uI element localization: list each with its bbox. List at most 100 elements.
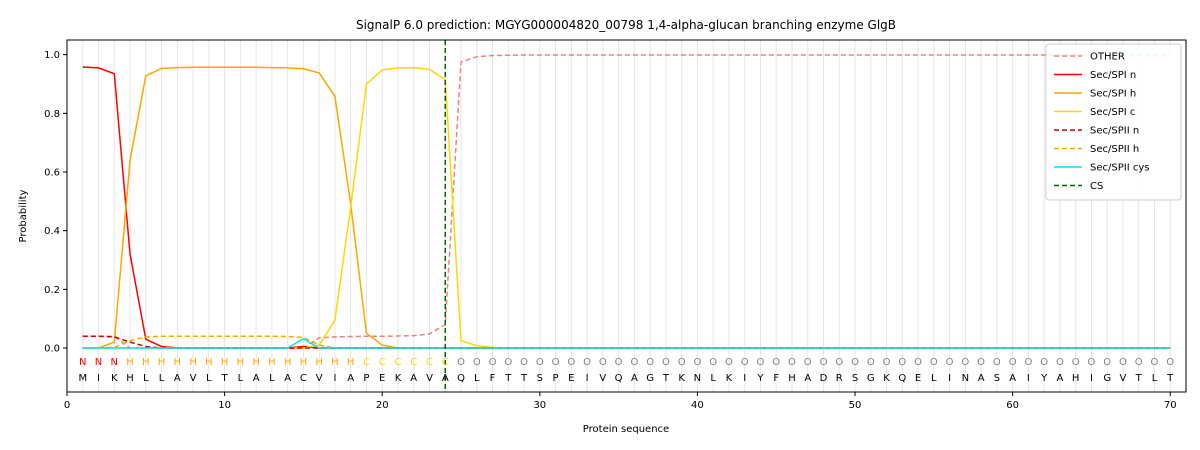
residue-label: A	[410, 373, 417, 384]
region-label: O	[457, 357, 465, 368]
residue-label: I	[97, 373, 100, 384]
region-label: C	[426, 357, 433, 368]
residue-label: L	[931, 373, 937, 384]
residue-label: L	[159, 373, 165, 384]
region-label: O	[851, 357, 859, 368]
region-label: N	[95, 357, 102, 368]
region-label: O	[1009, 357, 1017, 368]
region-label: O	[961, 357, 969, 368]
residue-label: A	[284, 373, 291, 384]
region-label: O	[757, 357, 765, 368]
legend-label: Sec/SPI c	[1090, 107, 1135, 118]
region-label: O	[599, 357, 607, 368]
region-label: H	[237, 357, 245, 368]
region-label: O	[693, 357, 701, 368]
residue-label: H	[1072, 373, 1080, 384]
residue-label: L	[206, 373, 212, 384]
residue-label: V	[316, 373, 323, 384]
residue-label: R	[836, 373, 843, 384]
region-label: O	[835, 357, 843, 368]
region-label: N	[79, 357, 86, 368]
residue-label: L	[1152, 373, 1158, 384]
region-label: N	[111, 357, 118, 368]
region-label: O	[883, 357, 891, 368]
x-tick-label: 30	[533, 400, 546, 411]
region-label: O	[1151, 357, 1159, 368]
residue-label: Y	[756, 373, 764, 384]
residue-label: V	[599, 373, 606, 384]
residue-label: S	[994, 373, 1000, 384]
residue-label: A	[804, 373, 811, 384]
residue-label: D	[820, 373, 828, 384]
legend-label: OTHER	[1090, 52, 1125, 63]
region-label: O	[914, 357, 922, 368]
region-label: O	[678, 357, 686, 368]
region-label: O	[898, 357, 906, 368]
legend-label: Sec/SPI h	[1090, 89, 1136, 100]
x-axis-label: Protein sequence	[583, 424, 669, 435]
residue-label: F	[773, 373, 779, 384]
residue-label: Q	[457, 373, 465, 384]
residue-label: V	[190, 373, 197, 384]
residue-label: Y	[1040, 373, 1048, 384]
residue-label: E	[379, 373, 385, 384]
residue-label: G	[1103, 373, 1111, 384]
legend-label: CS	[1090, 181, 1103, 192]
region-label: H	[252, 357, 260, 368]
region-label: C	[379, 357, 386, 368]
region-label: H	[205, 357, 213, 368]
x-tick-label: 50	[849, 400, 862, 411]
residue-label: I	[948, 373, 951, 384]
region-label: O	[1135, 357, 1143, 368]
residue-label: A	[253, 373, 260, 384]
x-tick-label: 70	[1164, 400, 1177, 411]
residue-label: I	[333, 373, 336, 384]
region-label: C	[363, 357, 370, 368]
region-label: H	[189, 357, 197, 368]
region-label: O	[662, 357, 670, 368]
residue-label: E	[915, 373, 921, 384]
region-label: H	[315, 357, 323, 368]
region-label: O	[552, 357, 560, 368]
residue-label: G	[646, 373, 654, 384]
y-tick-label: 0.6	[44, 168, 60, 179]
y-axis-ticks: 0.0 0.2 0.4 0.6 0.8 1.0	[44, 50, 67, 355]
residue-label: H	[788, 373, 796, 384]
residue-label: L	[143, 373, 149, 384]
residue-label: A	[1056, 373, 1063, 384]
x-axis-ticks: 0 10 20 30 40 50 60 70	[64, 392, 1177, 411]
residue-label: V	[426, 373, 433, 384]
region-label: O	[1103, 357, 1111, 368]
residue-label: T	[1166, 373, 1174, 384]
residue-label: L	[474, 373, 480, 384]
region-label: H	[300, 357, 308, 368]
residue-label: C	[300, 373, 307, 384]
residue-label: T	[1135, 373, 1143, 384]
grid-layer	[82, 40, 1171, 392]
y-tick-label: 0.2	[44, 285, 60, 296]
residue-label: A	[442, 373, 449, 384]
region-label: O	[993, 357, 1001, 368]
residue-label: Q	[615, 373, 623, 384]
region-label: O	[1166, 357, 1174, 368]
region-label: O	[709, 357, 717, 368]
residue-label: K	[678, 373, 685, 384]
region-label: O	[1056, 357, 1064, 368]
region-label: H	[331, 357, 339, 368]
region-label: H	[221, 357, 229, 368]
region-label: O	[1040, 357, 1048, 368]
region-label: O	[1072, 357, 1080, 368]
residue-label: P	[363, 373, 369, 384]
residue-label: T	[662, 373, 670, 384]
chart-title: SignalP 6.0 prediction: MGYG000004820_00…	[356, 18, 896, 32]
residue-label: I	[1090, 373, 1093, 384]
residue-label: K	[111, 373, 118, 384]
region-label: C	[394, 357, 401, 368]
residue-label: L	[269, 373, 275, 384]
residue-label: N	[962, 373, 969, 384]
residue-label: A	[631, 373, 638, 384]
plot-frame	[66, 39, 1187, 393]
region-label: O	[725, 357, 733, 368]
